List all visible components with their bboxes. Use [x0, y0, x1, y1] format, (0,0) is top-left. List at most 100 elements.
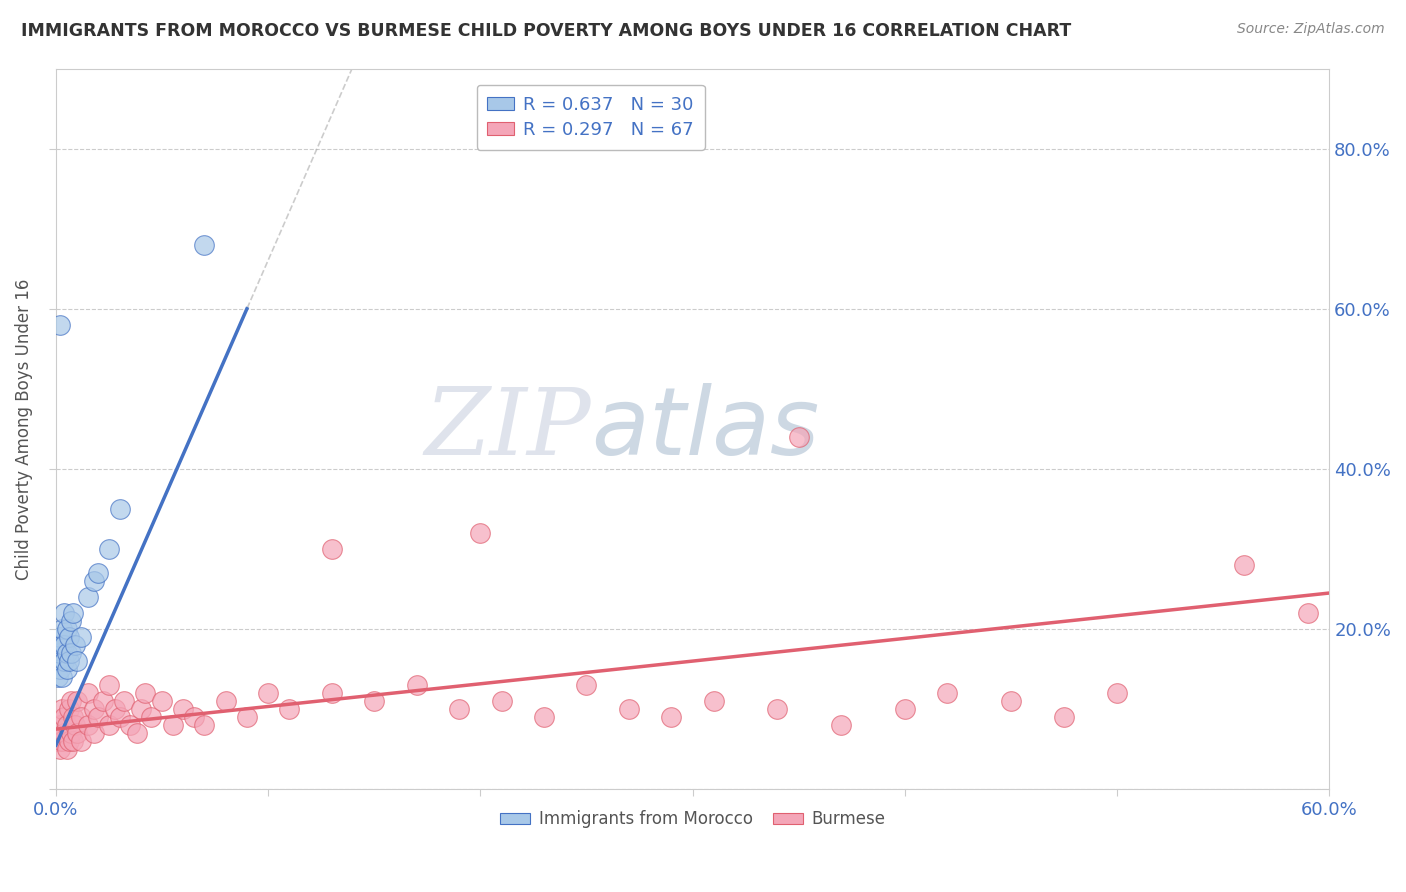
- Point: [766, 702, 789, 716]
- Point: [76, 590, 98, 604]
- Point: [1296, 606, 1319, 620]
- Point: [83, 574, 105, 588]
- Point: [58, 654, 80, 668]
- Point: [112, 694, 135, 708]
- Point: [46, 654, 69, 668]
- Point: [53, 638, 76, 652]
- Point: [215, 694, 238, 708]
- Point: [70, 710, 93, 724]
- Point: [83, 702, 105, 716]
- Point: [70, 734, 93, 748]
- Point: [405, 678, 427, 692]
- Legend: Immigrants from Morocco, Burmese: Immigrants from Morocco, Burmese: [494, 804, 891, 835]
- Point: [321, 686, 343, 700]
- Point: [87, 710, 110, 724]
- Point: [172, 702, 194, 716]
- Text: Source: ZipAtlas.com: Source: ZipAtlas.com: [1237, 22, 1385, 37]
- Point: [83, 726, 105, 740]
- Point: [53, 726, 76, 740]
- Point: [183, 710, 205, 724]
- Point: [470, 526, 492, 541]
- Point: [76, 718, 98, 732]
- Point: [63, 718, 86, 732]
- Point: [55, 622, 77, 636]
- Point: [449, 702, 471, 716]
- Point: [53, 710, 76, 724]
- Point: [108, 502, 131, 516]
- Point: [55, 718, 77, 732]
- Point: [55, 742, 77, 756]
- Point: [1000, 694, 1022, 708]
- Point: [830, 718, 852, 732]
- Point: [129, 702, 152, 716]
- Point: [120, 718, 142, 732]
- Point: [59, 726, 82, 740]
- Text: atlas: atlas: [591, 384, 818, 475]
- Point: [46, 734, 69, 748]
- Text: ZIP: ZIP: [425, 384, 591, 474]
- Point: [787, 430, 810, 444]
- Point: [46, 670, 69, 684]
- Point: [51, 702, 73, 716]
- Point: [575, 678, 598, 692]
- Point: [193, 718, 215, 732]
- Text: IMMIGRANTS FROM MOROCCO VS BURMESE CHILD POVERTY AMONG BOYS UNDER 16 CORRELATION: IMMIGRANTS FROM MOROCCO VS BURMESE CHILD…: [21, 22, 1071, 40]
- Point: [894, 702, 917, 716]
- Point: [104, 702, 127, 716]
- Y-axis label: Child Poverty Among Boys Under 16: Child Poverty Among Boys Under 16: [15, 278, 32, 580]
- Point: [193, 237, 215, 252]
- Point: [53, 606, 76, 620]
- Point: [49, 662, 72, 676]
- Point: [162, 718, 184, 732]
- Point: [59, 646, 82, 660]
- Point: [51, 622, 73, 636]
- Point: [1053, 710, 1076, 724]
- Point: [150, 694, 173, 708]
- Point: [66, 694, 89, 708]
- Point: [51, 670, 73, 684]
- Point: [321, 541, 343, 556]
- Point: [1105, 686, 1128, 700]
- Point: [70, 630, 93, 644]
- Point: [257, 686, 280, 700]
- Point: [63, 638, 86, 652]
- Point: [49, 318, 72, 332]
- Point: [49, 646, 72, 660]
- Point: [1233, 558, 1256, 572]
- Point: [134, 686, 156, 700]
- Point: [533, 710, 555, 724]
- Point: [703, 694, 725, 708]
- Point: [49, 742, 72, 756]
- Point: [363, 694, 385, 708]
- Point: [617, 702, 640, 716]
- Point: [58, 630, 80, 644]
- Point: [58, 702, 80, 716]
- Point: [58, 734, 80, 748]
- Point: [62, 710, 84, 724]
- Point: [53, 654, 76, 668]
- Point: [49, 718, 72, 732]
- Point: [51, 638, 73, 652]
- Point: [49, 630, 72, 644]
- Point: [59, 694, 82, 708]
- Point: [76, 686, 98, 700]
- Point: [98, 718, 121, 732]
- Point: [491, 694, 513, 708]
- Point: [108, 710, 131, 724]
- Point: [91, 694, 114, 708]
- Point: [66, 726, 89, 740]
- Point: [236, 710, 259, 724]
- Point: [59, 614, 82, 628]
- Point: [66, 654, 89, 668]
- Point: [87, 566, 110, 580]
- Point: [936, 686, 959, 700]
- Point: [278, 702, 301, 716]
- Point: [55, 662, 77, 676]
- Point: [661, 710, 683, 724]
- Point: [98, 678, 121, 692]
- Point: [55, 646, 77, 660]
- Point: [62, 734, 84, 748]
- Point: [98, 541, 121, 556]
- Point: [125, 726, 148, 740]
- Point: [46, 638, 69, 652]
